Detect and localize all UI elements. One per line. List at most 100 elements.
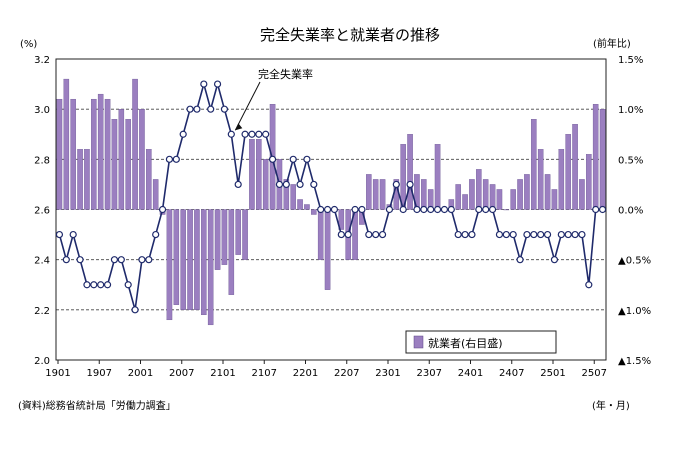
unemployment-point: [172, 155, 180, 163]
left-tick-label: 3.0: [34, 105, 50, 116]
unemployment-point: [454, 230, 462, 239]
unemployment-point: [200, 80, 208, 88]
employed-bar: [366, 174, 372, 210]
employed-bar: [249, 139, 255, 210]
right-tick-label: ▲1.0%: [618, 306, 651, 317]
unemployment-point: [475, 205, 483, 214]
employed-bar: [111, 119, 118, 210]
employed-bar: [77, 149, 83, 210]
unemployment-point: [55, 230, 64, 239]
unemployment-point: [83, 281, 91, 289]
unemployment-point: [186, 105, 194, 113]
unemployment-point: [69, 230, 77, 239]
employed-bar: [421, 179, 427, 210]
unemployment-point: [530, 230, 538, 239]
x-tick-label: 2101: [210, 368, 235, 379]
employed-bar: [180, 209, 186, 310]
unemployment-point: [543, 230, 552, 239]
employed-bar: [201, 209, 207, 315]
unemployment-point: [179, 130, 187, 138]
unemployment-point: [482, 205, 490, 214]
employed-bar: [551, 189, 558, 210]
right-tick-label: 0.0%: [618, 206, 643, 217]
employed-bar: [235, 209, 241, 255]
unemployment-point: [76, 256, 84, 264]
employed-bar: [572, 124, 578, 210]
right-tick-label: 0.5%: [618, 155, 643, 166]
employed-bar: [70, 98, 76, 210]
employed-bar: [152, 179, 159, 210]
employed-bar: [304, 204, 310, 210]
unemployment-point: [420, 205, 428, 214]
employed-bar: [207, 209, 214, 326]
employed-bar: [324, 209, 331, 290]
employed-bar: [510, 189, 516, 210]
employed-bar: [125, 119, 131, 210]
unemployment-point: [509, 230, 517, 239]
right-axis-unit: (前年比): [593, 37, 631, 50]
left-tick-label: 3.2: [34, 55, 50, 66]
x-tick-label: 2207: [334, 368, 359, 379]
employed-bar: [489, 184, 496, 210]
employed-bar: [104, 98, 111, 210]
left-axis-unit: (%): [20, 39, 37, 50]
employed-bar: [139, 109, 145, 210]
unemployment-point: [303, 155, 311, 163]
unemployment-point: [262, 130, 270, 138]
employed-bar: [586, 154, 592, 210]
unemployment-point: [227, 130, 235, 138]
employed-bar: [262, 159, 269, 210]
employed-bar: [496, 189, 503, 210]
unemployment-point: [592, 205, 600, 214]
unemployment-point: [310, 180, 318, 189]
employed-bar: [56, 98, 63, 210]
employed-bar: [434, 144, 441, 210]
source-note: (資料)総務省統計局「労働力調査」: [18, 399, 176, 412]
unemployment-point: [124, 281, 132, 289]
unemployment-point: [296, 180, 304, 189]
employed-bar: [579, 179, 585, 210]
unemployment-point: [117, 256, 125, 264]
unemployment-point: [537, 230, 545, 239]
employed-bar: [338, 209, 345, 230]
employed-bar: [118, 109, 125, 210]
employed-bar: [297, 199, 303, 210]
employed-bar: [242, 209, 248, 260]
employed-bar: [503, 209, 510, 211]
employed-bar: [462, 194, 468, 210]
x-tick-label: 2507: [582, 368, 607, 379]
unemployment-point: [213, 80, 222, 88]
employed-bar: [558, 149, 565, 210]
left-tick-label: 2.4: [34, 256, 50, 267]
unemployment-point: [248, 130, 256, 138]
unemployment-point: [502, 230, 510, 239]
line-series-label: 完全失業率: [258, 67, 313, 81]
employed-bar: [517, 179, 523, 210]
unemployment-point: [461, 230, 469, 239]
employed-bar: [283, 179, 290, 210]
unemployment-point: [351, 205, 359, 214]
unemployment-point: [131, 306, 139, 314]
unemployment-point: [234, 180, 242, 189]
legend-label: 就業者(右目盛): [428, 336, 503, 350]
x-tick-label: 2401: [458, 368, 483, 379]
unemployment-point: [255, 130, 263, 138]
unemployment-point: [516, 256, 524, 264]
x-tick-label: 2307: [417, 368, 442, 379]
x-tick-label: 1901: [45, 368, 70, 379]
right-tick-label: ▲1.5%: [618, 356, 651, 367]
x-tick-label: 2001: [128, 368, 153, 379]
employed-bar: [372, 179, 379, 210]
unemployment-point: [406, 180, 414, 189]
unemployment-point: [282, 180, 290, 189]
chart-title: 完全失業率と就業者の推移: [260, 26, 440, 44]
employed-bar: [187, 209, 193, 310]
employed-bar: [565, 134, 571, 210]
employed-bar: [132, 78, 138, 210]
unemployment-point: [138, 256, 146, 264]
unemployment-point: [268, 155, 277, 163]
unemployment-point: [598, 205, 607, 214]
unemployment-point: [392, 180, 400, 189]
unemployment-point: [275, 180, 284, 189]
